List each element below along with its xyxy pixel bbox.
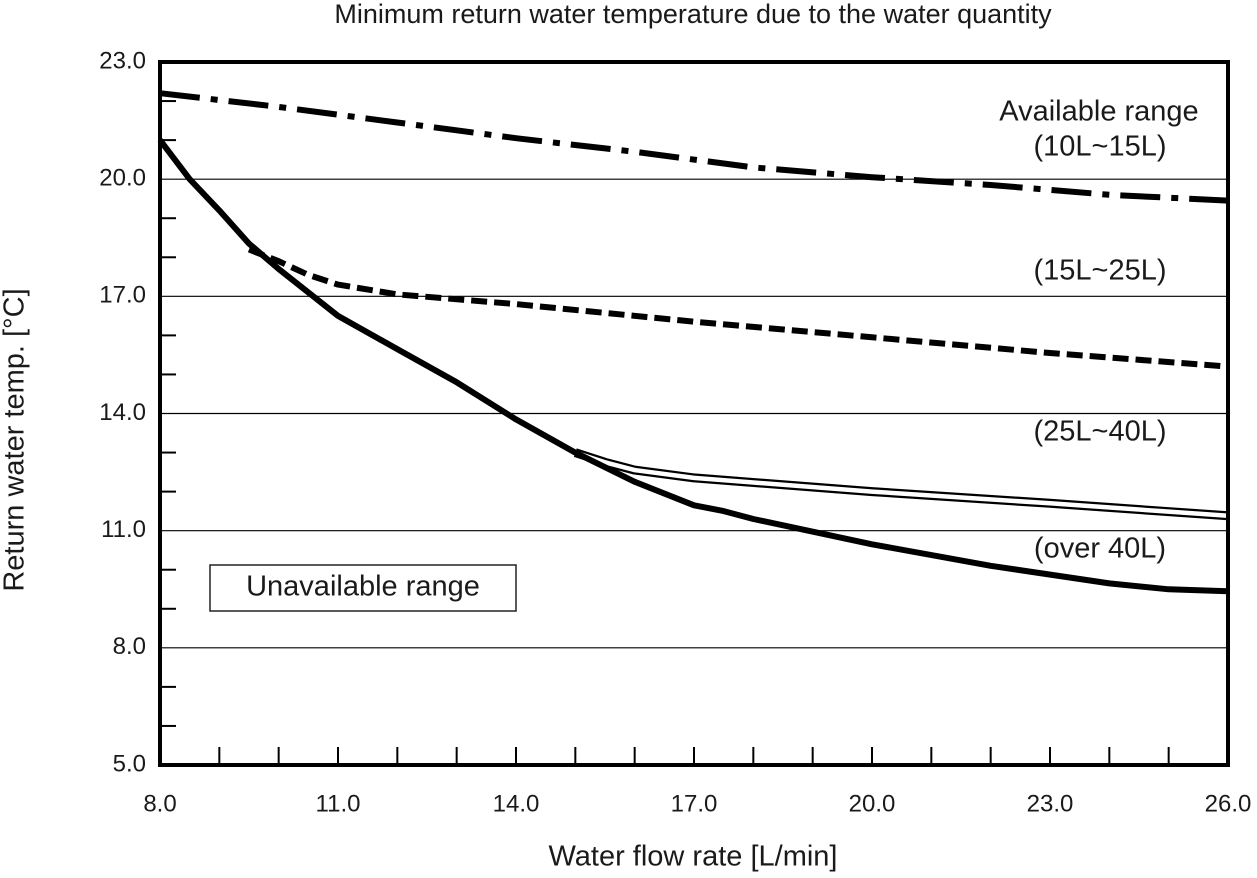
series-line [157, 138, 1229, 595]
series-line [247, 246, 1229, 370]
y-tick-label: 23.0 [99, 47, 146, 74]
series-label: (15L~25L) [1033, 255, 1166, 287]
y-tick-label: 17.0 [99, 282, 146, 309]
x-axis-label: Water flow rate [L/min] [548, 841, 837, 873]
series-line [159, 90, 1229, 204]
x-tick-label: 26.0 [1205, 790, 1252, 817]
series-label: (over 40L) [1034, 533, 1166, 565]
annotation-box [209, 564, 517, 612]
annotation: Available range [999, 96, 1198, 128]
x-tick-label: 8.0 [143, 790, 176, 817]
x-tick-label: 20.0 [849, 790, 896, 817]
x-tick-label: 11.0 [316, 790, 361, 817]
series-label: (25L~40L) [1033, 416, 1166, 448]
x-tick-label: 23.0 [1027, 790, 1074, 817]
series-line [573, 448, 1229, 521]
x-tick-label: 14.0 [493, 790, 540, 817]
y-tick-label: 14.0 [99, 399, 146, 426]
chart-title: Minimum return water temperature due to … [334, 0, 1052, 29]
y-tick-label: 11.0 [101, 516, 146, 543]
annotation: Unavailable range [246, 571, 480, 603]
y-tick-label: 5.0 [113, 750, 146, 777]
y-tick-label: 20.0 [99, 165, 146, 192]
y-tick-label: 8.0 [113, 633, 146, 660]
x-tick-label: 17.0 [671, 790, 718, 817]
y-axis-label: Return water temp. [°C] [0, 288, 31, 591]
plot-border [158, 60, 1230, 767]
series-line-inner [574, 450, 1229, 519]
series-label: (10L~15L) [1033, 131, 1166, 163]
